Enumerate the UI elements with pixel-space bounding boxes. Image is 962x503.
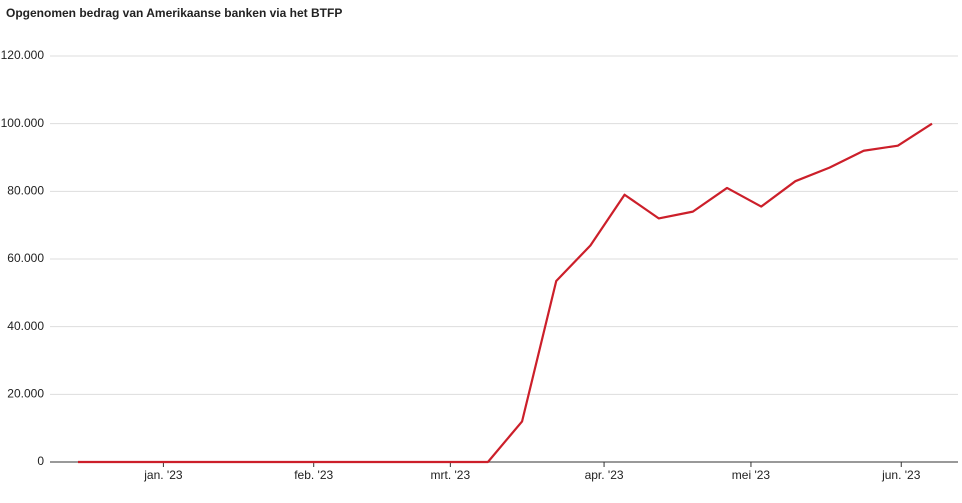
x-tick-label: mrt. '23 bbox=[431, 468, 471, 482]
y-tick-label: 0 bbox=[37, 454, 44, 468]
chart-title: Opgenomen bedrag van Amerikaanse banken … bbox=[6, 6, 342, 20]
data-line bbox=[78, 122, 933, 464]
y-tick-label: 20.000 bbox=[7, 387, 44, 401]
y-tick-label: 40.000 bbox=[7, 319, 44, 333]
y-tick-label: 60.000 bbox=[7, 251, 44, 265]
y-tick-label: 80.000 bbox=[7, 184, 44, 198]
y-tick-label: 100.000 bbox=[1, 116, 45, 130]
x-tick-label: apr. '23 bbox=[585, 468, 624, 482]
x-tick-label: jun. '23 bbox=[881, 468, 921, 482]
x-tick-label: jan. '23 bbox=[143, 468, 183, 482]
y-tick-label: 120.000 bbox=[1, 48, 45, 62]
x-tick-label: mei '23 bbox=[732, 468, 771, 482]
x-tick-label: feb. '23 bbox=[294, 468, 333, 482]
